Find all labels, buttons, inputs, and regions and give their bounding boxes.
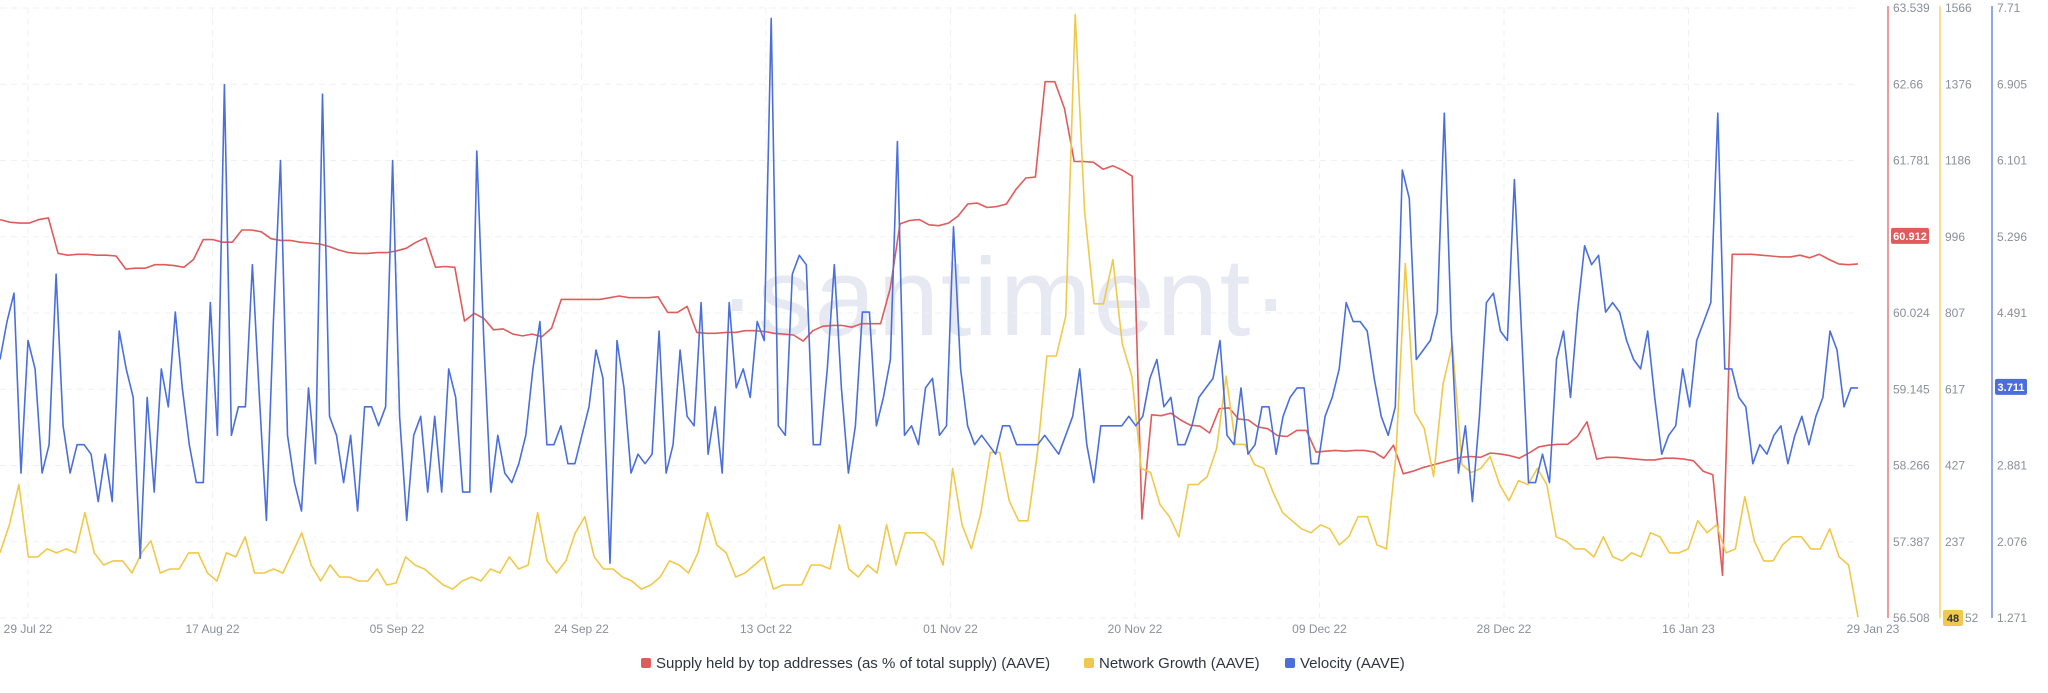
x-tick-label: 05 Sep 22 bbox=[370, 622, 425, 636]
value-badge-label-supply: 60.912 bbox=[1893, 231, 1927, 243]
y-tick-label-network: 807 bbox=[1945, 306, 1965, 320]
x-tick-label: 24 Sep 22 bbox=[554, 622, 609, 636]
y-tick-label-velocity: 5.296 bbox=[1997, 230, 2027, 244]
y-tick-label-supply: 57.387 bbox=[1893, 535, 1930, 549]
x-tick-label: 16 Jan 23 bbox=[1662, 622, 1715, 636]
series-line-supply bbox=[0, 80, 1859, 577]
y-tick-label-network: 1566 bbox=[1945, 1, 1972, 15]
value-badge-velocity bbox=[1995, 378, 2027, 395]
y-tick-label-supply: 58.266 bbox=[1893, 459, 1930, 473]
x-tick-label: 29 Jan 23 bbox=[1847, 622, 1900, 636]
y-tick-label-network: 427 bbox=[1945, 459, 1965, 473]
y-tick-label-network: 1186 bbox=[1945, 154, 1971, 168]
legend-label-velocity: Velocity (AAVE) bbox=[1300, 655, 1405, 672]
x-tick-label: 09 Dec 22 bbox=[1292, 622, 1347, 636]
y-tick-label-velocity: 1.271 bbox=[1997, 611, 2027, 625]
y-tick-label-network: 1376 bbox=[1945, 77, 1972, 91]
y-tick-label-network: 617 bbox=[1945, 382, 1965, 396]
y-tick-label-supply: 62.66 bbox=[1893, 77, 1923, 91]
y-tick-label-velocity: 7.71 bbox=[1997, 1, 2021, 15]
y-tick-label-velocity: 2.881 bbox=[1997, 459, 2027, 473]
y-tick-label-velocity: 6.101 bbox=[1997, 154, 2027, 168]
y-tick-label-supply: 60.024 bbox=[1893, 306, 1930, 320]
value-badge-label-velocity: 3.711 bbox=[1998, 382, 2025, 394]
legend-swatch-velocity bbox=[1285, 658, 1295, 668]
y-tick-label-velocity: 2.076 bbox=[1997, 535, 2027, 549]
x-tick-label: 29 Jul 22 bbox=[4, 622, 53, 636]
y-tick-label-velocity: 4.491 bbox=[1997, 306, 2027, 320]
legend-swatch-supply bbox=[641, 658, 651, 668]
y-tick-label-network: 237 bbox=[1945, 535, 1965, 549]
series-line-network bbox=[0, 13, 1859, 618]
y-tick-label-supply: 61.781 bbox=[1893, 154, 1930, 168]
y-tick-label-network-partial: 52 bbox=[1965, 611, 1979, 625]
x-tick-label: 28 Dec 22 bbox=[1477, 622, 1532, 636]
y-tick-label-supply: 59.145 bbox=[1893, 382, 1930, 396]
legend-swatch-network bbox=[1084, 658, 1094, 668]
x-tick-label: 20 Nov 22 bbox=[1108, 622, 1163, 636]
legend-label-network: Network Growth (AAVE) bbox=[1099, 655, 1260, 672]
x-tick-label: 13 Oct 22 bbox=[740, 622, 792, 636]
value-badge-supply bbox=[1891, 227, 1929, 244]
x-tick-label: 01 Nov 22 bbox=[923, 622, 978, 636]
x-tick-label: 17 Aug 22 bbox=[185, 622, 239, 636]
value-badge-label-network: 48 bbox=[1947, 613, 1959, 625]
legend-label-supply: Supply held by top addresses (as % of to… bbox=[656, 655, 1050, 672]
y-tick-label-network: 996 bbox=[1945, 230, 1965, 244]
y-tick-label-supply: 56.508 bbox=[1893, 611, 1930, 625]
y-tick-label-velocity: 6.905 bbox=[1997, 77, 2027, 91]
series-line-velocity bbox=[0, 17, 1858, 564]
watermark-text: ·santiment· bbox=[719, 236, 1291, 359]
y-tick-label-supply: 63.539 bbox=[1893, 1, 1930, 15]
value-badge-network bbox=[1943, 610, 1963, 626]
